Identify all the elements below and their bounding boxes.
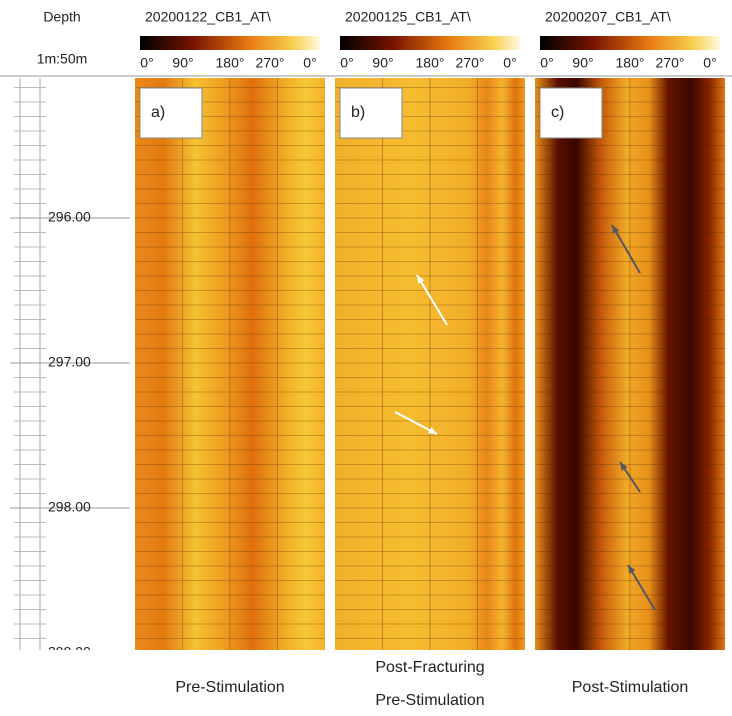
- depth-label: 299.00: [48, 644, 91, 660]
- scale-label: 0°: [703, 55, 716, 71]
- panel-box: [339, 87, 403, 139]
- track-name: 20200207_CB1_AT\: [545, 9, 671, 25]
- panel-label: a): [151, 104, 165, 121]
- clipped-area: 295.00 296.00 297.00 298.00 299.00: [10, 64, 725, 660]
- arrow-head: [628, 565, 636, 574]
- borehole-image: [135, 78, 325, 650]
- scale-label: 0°: [503, 55, 516, 71]
- scale-label: 0°: [340, 55, 353, 71]
- arrow-head: [417, 275, 425, 284]
- borehole-image: [335, 78, 525, 650]
- caption: Post-Fracturing: [375, 659, 484, 676]
- caption: Pre-Stimulation: [175, 679, 284, 696]
- depth-label: 298.00: [48, 499, 91, 515]
- track-name: 20200122_CB1_AT\: [145, 9, 271, 25]
- arrow: [611, 224, 641, 274]
- scale-label: 270°: [456, 55, 485, 71]
- arrow-head: [612, 225, 620, 234]
- colorbar: [540, 36, 720, 50]
- scale-label: 0°: [303, 55, 316, 71]
- scale-label: 270°: [256, 55, 285, 71]
- arrow-head: [620, 462, 628, 471]
- panel-box: [539, 87, 603, 139]
- arrow-head: [428, 427, 437, 434]
- scale-label: 90°: [572, 55, 593, 71]
- scale-label: 180°: [416, 55, 445, 71]
- scale-label: 90°: [372, 55, 393, 71]
- panel-label: b): [351, 104, 365, 121]
- scale-label: 180°: [616, 55, 645, 71]
- arrow: [627, 564, 656, 611]
- caption: Pre-Stimulation: [375, 692, 484, 709]
- scale-label: 0°: [540, 55, 553, 71]
- depth-label: 297.00: [48, 354, 91, 370]
- scale-label: 0°: [140, 55, 153, 71]
- depth-label: 296.00: [48, 209, 91, 225]
- depth-label: 295.00: [48, 64, 91, 80]
- depth-scale: 1m:50m: [37, 51, 88, 67]
- scale-label: 180°: [216, 55, 245, 71]
- track-name: 20200125_CB1_AT\: [345, 9, 471, 25]
- panel-label: c): [551, 104, 564, 121]
- panel-box: [139, 87, 203, 139]
- scale-label: 270°: [656, 55, 685, 71]
- borehole-image: [535, 78, 725, 650]
- colorbar: [140, 36, 320, 50]
- caption: Post-Stimulation: [572, 679, 689, 696]
- colorbar: [340, 36, 520, 50]
- scale-label: 90°: [172, 55, 193, 71]
- depth-header: Depth: [43, 9, 80, 25]
- arrow: [416, 274, 448, 326]
